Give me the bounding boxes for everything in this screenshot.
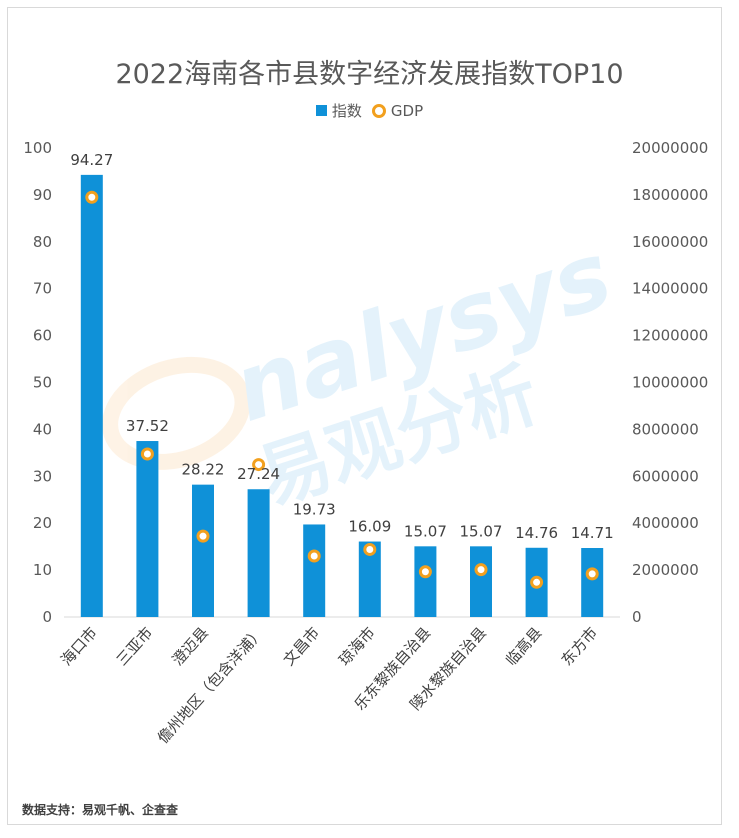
- legend-marker-swatch: [371, 103, 386, 118]
- bar-data-label: 27.24: [237, 465, 280, 483]
- category-label: 海口市: [57, 624, 100, 669]
- y-left-tick-label: 20: [33, 514, 52, 532]
- gdp-point: [363, 542, 377, 556]
- gdp-point: [530, 575, 544, 589]
- bar: [414, 546, 437, 617]
- source-note: 数据支持：易观千帆、企查查: [22, 803, 179, 817]
- category-label: 文昌市: [280, 624, 323, 669]
- watermark-logo-ring: [102, 356, 251, 470]
- gdp-point: [585, 567, 599, 581]
- category-label: 临高县: [502, 624, 545, 669]
- bar: [247, 489, 270, 617]
- y-right-tick-label: 4000000: [632, 514, 699, 532]
- y-right-tick-label: 20000000: [632, 139, 708, 157]
- y-left-tick-label: 70: [33, 280, 52, 298]
- axes: 0 10 20 30 40 50 60 70 80 90 100 0 2000000 4000000 600…: [23, 139, 708, 626]
- legend-item-index: 指数: [315, 100, 362, 121]
- chart-frame: [7, 7, 722, 825]
- y-right-tick-label: 12000000: [632, 327, 708, 345]
- data-labels: 94.27 37.52 28.22 27.24 19.73 16.09 15.07 15.07…: [70, 151, 613, 542]
- category-label: 澄迈县: [168, 624, 211, 669]
- y-right-tick-label: 10000000: [632, 374, 708, 392]
- gdp-point: [196, 529, 210, 543]
- y-left-tick-label: 90: [33, 186, 52, 204]
- chart-legend: 指数 GDP: [0, 100, 739, 121]
- bar-data-label: 19.73: [293, 500, 336, 518]
- legend-label-gdp: GDP: [390, 101, 424, 120]
- bar-data-label: 14.71: [571, 524, 614, 542]
- gdp-point: [140, 447, 154, 461]
- chart-title: 2022海南各市县数字经济发展指数TOP10: [115, 59, 624, 90]
- bar-data-label: 16.09: [348, 518, 391, 536]
- bar-data-label: 94.27: [70, 151, 113, 169]
- y-right-tick-label: 0: [632, 608, 642, 626]
- y-left-tick-label: 50: [33, 374, 52, 392]
- gdp-point: [307, 549, 321, 563]
- y-right-tick-label: 2000000: [632, 561, 699, 579]
- bar: [192, 484, 214, 617]
- y-right-tick-label: 16000000: [632, 233, 708, 251]
- bar-data-label: 14.76: [515, 524, 558, 542]
- bar: [581, 548, 604, 617]
- category-label: 东方市: [558, 624, 601, 669]
- y-right-tick-label: 8000000: [632, 420, 699, 438]
- gdp-point: [418, 565, 432, 579]
- y-right-tick-label: 6000000: [632, 467, 699, 485]
- category-label: 三亚市: [113, 624, 156, 669]
- legend-label-index: 指数: [331, 102, 362, 120]
- y-left-tick-label: 0: [42, 608, 52, 626]
- bar: [470, 546, 492, 617]
- gdp-point: [252, 458, 266, 472]
- y-left-tick-label: 60: [33, 327, 52, 345]
- y-right-tick-label: 14000000: [632, 280, 708, 298]
- bar: [303, 524, 326, 617]
- category-label: 琼海市: [335, 624, 378, 669]
- bar: [136, 441, 159, 617]
- y-left-tick-label: 80: [33, 233, 52, 251]
- bar: [358, 541, 381, 617]
- bar-data-label: 15.07: [460, 522, 503, 540]
- y-left-tick-label: 30: [33, 467, 52, 485]
- legend-item-gdp: GDP: [371, 101, 424, 120]
- y-left-tick-label: 100: [23, 139, 52, 157]
- bar: [80, 174, 103, 617]
- y-left-tick-label: 10: [33, 561, 52, 579]
- legend-bar-swatch: [315, 105, 327, 116]
- gdp-points: [85, 190, 599, 589]
- bar-data-label: 28.22: [182, 461, 225, 479]
- gdp-point: [85, 190, 99, 204]
- category-label: 儋州地区（包含洋浦）: [154, 624, 268, 748]
- category-labels: 海口市 三亚市 澄迈县儋州地区（包含洋浦） 文昌市 琼海市乐东黎族自治县陵水黎族自治县临…: [57, 624, 601, 748]
- y-left-tick-label: 40: [33, 420, 52, 438]
- gdp-point: [474, 563, 488, 577]
- bars: [80, 174, 604, 617]
- bar-data-label: 37.52: [126, 417, 169, 435]
- y-right-tick-label: 18000000: [632, 186, 708, 204]
- bar-data-label: 15.07: [404, 522, 447, 540]
